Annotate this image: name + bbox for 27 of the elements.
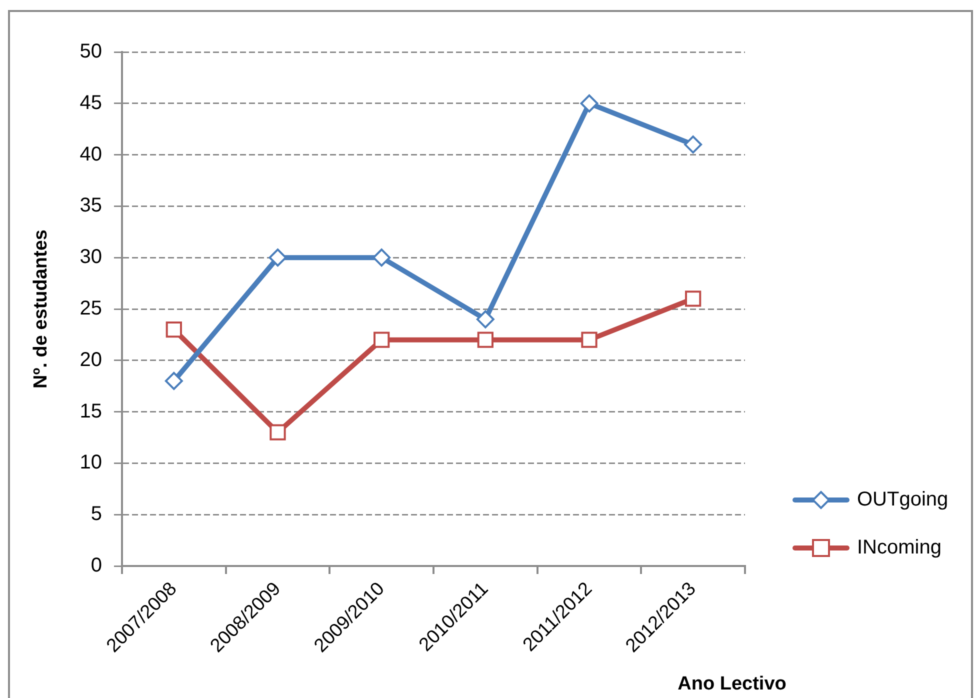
- point: [270, 424, 286, 440]
- point: [580, 94, 598, 112]
- point: [372, 248, 391, 267]
- y-tick-label: 5: [90, 503, 102, 526]
- y-tick-label: 30: [80, 246, 102, 268]
- legend-label: OUTgoing: [857, 488, 948, 511]
- point: [166, 321, 182, 338]
- y-tick-label: 45: [80, 92, 102, 114]
- y-tick-label: 35: [80, 194, 102, 217]
- y-tick-label: 10: [80, 452, 102, 474]
- point: [685, 290, 702, 307]
- point: [581, 332, 598, 348]
- point: [476, 310, 494, 328]
- point: [684, 136, 702, 154]
- y-tick-label: 20: [80, 348, 102, 371]
- point: [164, 372, 183, 390]
- y-tick-label: 0: [90, 554, 102, 577]
- point: [477, 332, 494, 348]
- x-axis-title: Ano Lectivo: [678, 674, 786, 695]
- point: [268, 248, 287, 267]
- point: [374, 332, 390, 348]
- y-axis-title: Nº. de estudantes: [30, 230, 52, 388]
- legend-label: INcoming: [857, 536, 942, 559]
- y-tick-label: 25: [80, 298, 102, 320]
- y-tick-label: 40: [80, 143, 102, 166]
- y-tick-label: 50: [80, 40, 102, 63]
- y-tick-label: 15: [80, 400, 102, 422]
